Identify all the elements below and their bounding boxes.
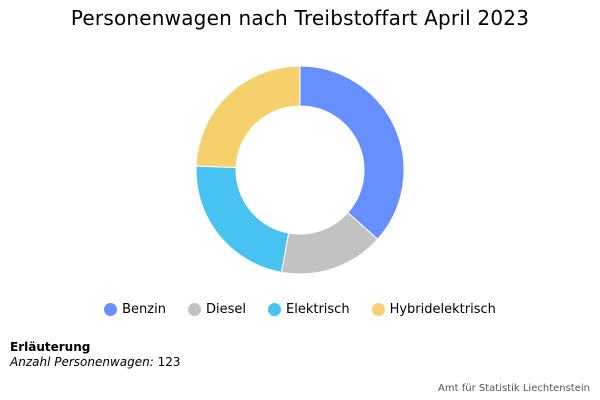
slice-elektrisch[interactable]	[195, 165, 290, 273]
chart-title: Personenwagen nach Treibstoffart April 2…	[70, 6, 530, 30]
note-label: Anzahl Personenwagen:	[10, 355, 154, 369]
slice-benzin[interactable]	[299, 65, 405, 240]
donut-chart	[195, 65, 405, 275]
note-line: Anzahl Personenwagen: 123	[10, 355, 181, 369]
source-credit[interactable]: Amt für Statistik Liechtenstein	[438, 383, 590, 394]
legend-label-diesel: Diesel	[205, 302, 246, 317]
slice-hybridelektrisch[interactable]	[195, 65, 301, 169]
legend-marker-diesel	[187, 303, 201, 316]
legend-label-hybridelektrisch: Hybridelektrisch	[389, 302, 496, 317]
legend-marker-hybridelektrisch	[371, 303, 385, 316]
legend-item-elektrisch[interactable]: Elektrisch	[268, 302, 350, 317]
legend-label-benzin: Benzin	[122, 302, 166, 317]
legend-item-benzin[interactable]: Benzin	[104, 302, 166, 317]
legend-item-hybridelektrisch[interactable]: Hybridelektrisch	[371, 302, 496, 317]
chart-legend: Benzin Diesel Elektrisch Hybridelektrisc…	[0, 302, 600, 317]
note-value: 123	[157, 355, 181, 369]
legend-marker-elektrisch	[268, 303, 281, 316]
legend-marker-benzin	[104, 303, 118, 316]
legend-label-elektrisch: Elektrisch	[286, 302, 350, 317]
legend-item-diesel[interactable]: Diesel	[187, 302, 246, 317]
note-heading: Erläuterung	[10, 340, 91, 354]
